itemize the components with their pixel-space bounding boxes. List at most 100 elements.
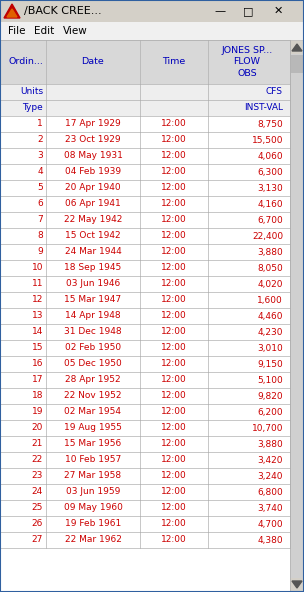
Bar [0,228,290,244]
Text: 12:00: 12:00 [161,343,187,352]
Text: 19 Feb 1961: 19 Feb 1961 [65,520,121,529]
Text: 12:00: 12:00 [161,391,187,401]
Text: 3,740: 3,740 [257,504,283,513]
Text: Edit: Edit [34,26,54,36]
Text: 27: 27 [32,536,43,545]
Text: 1: 1 [37,120,43,128]
Bar [0,420,290,436]
Text: INST-VAL: INST-VAL [244,104,283,112]
Text: CFS: CFS [266,88,283,96]
Text: 2: 2 [37,136,43,144]
Text: 27 Mar 1958: 27 Mar 1958 [64,471,122,481]
Text: 8: 8 [37,231,43,240]
Text: 6,200: 6,200 [257,407,283,417]
Text: 12:00: 12:00 [161,407,187,417]
Bar [0,452,290,468]
Text: 12:00: 12:00 [161,423,187,433]
Text: 04 Feb 1939: 04 Feb 1939 [65,168,121,176]
Bar [0,132,290,148]
Text: 03 Jun 1959: 03 Jun 1959 [66,487,120,497]
Text: 8,750: 8,750 [257,120,283,128]
Text: 24 Mar 1944: 24 Mar 1944 [65,247,121,256]
Text: 06 Apr 1941: 06 Apr 1941 [65,200,121,208]
Text: 24: 24 [32,487,43,497]
Text: 12:00: 12:00 [161,536,187,545]
Text: 12:00: 12:00 [161,200,187,208]
Text: 10 Feb 1957: 10 Feb 1957 [65,455,121,465]
Text: 12:00: 12:00 [161,231,187,240]
Bar [0,180,290,196]
Text: 12:00: 12:00 [161,504,187,513]
Text: Ordin...: Ordin... [8,57,43,66]
Text: ✕: ✕ [273,6,283,16]
Text: 12:00: 12:00 [161,152,187,160]
Text: 22,400: 22,400 [252,231,283,240]
Text: 14: 14 [32,327,43,336]
Text: 9,820: 9,820 [257,391,283,401]
Bar [0,356,290,372]
Bar [290,40,304,54]
Text: JONES SP...
FLOW
OBS: JONES SP... FLOW OBS [221,46,273,78]
Bar [0,468,290,484]
Text: Time: Time [162,57,186,66]
Text: 17: 17 [32,375,43,384]
Bar [290,578,304,592]
Text: 23: 23 [32,471,43,481]
Text: 08 May 1931: 08 May 1931 [64,152,123,160]
Text: 19 Aug 1955: 19 Aug 1955 [64,423,122,433]
Text: 02 Mar 1954: 02 Mar 1954 [64,407,122,417]
Text: 13: 13 [32,311,43,320]
Polygon shape [7,9,17,17]
Text: 12:00: 12:00 [161,359,187,368]
Text: 22 Nov 1952: 22 Nov 1952 [64,391,122,401]
Text: 15 Mar 1947: 15 Mar 1947 [64,295,122,304]
Text: 5,100: 5,100 [257,375,283,384]
Text: 18 Sep 1945: 18 Sep 1945 [64,263,122,272]
Bar [0,148,290,164]
Text: 22 Mar 1962: 22 Mar 1962 [64,536,121,545]
Text: 28 Apr 1952: 28 Apr 1952 [65,375,121,384]
Text: 3,880: 3,880 [257,439,283,449]
Polygon shape [4,4,20,18]
Bar [0,404,290,420]
Bar [0,388,290,404]
Text: 3,420: 3,420 [257,455,283,465]
Bar [0,100,290,116]
Text: 4,380: 4,380 [257,536,283,545]
Text: 12: 12 [32,295,43,304]
Text: 25: 25 [32,504,43,513]
Polygon shape [292,44,302,51]
Bar [0,292,290,308]
Text: 21: 21 [32,439,43,449]
Text: 15: 15 [32,343,43,352]
Text: 12:00: 12:00 [161,487,187,497]
Text: 12:00: 12:00 [161,184,187,192]
Bar [0,22,304,40]
Bar [0,436,290,452]
Text: 12:00: 12:00 [161,520,187,529]
Text: 6,800: 6,800 [257,487,283,497]
Bar [0,84,290,100]
Text: 3,130: 3,130 [257,184,283,192]
Text: /BACK CREE...: /BACK CREE... [24,6,102,16]
Text: 26: 26 [32,520,43,529]
Bar [290,40,304,592]
Bar [0,40,290,84]
Text: 10,700: 10,700 [251,423,283,433]
Text: 8,050: 8,050 [257,263,283,272]
Bar [0,324,290,340]
Text: 9: 9 [37,247,43,256]
Text: 11: 11 [32,279,43,288]
Bar [0,372,290,388]
Text: 22: 22 [32,455,43,465]
Text: 1,600: 1,600 [257,295,283,304]
Text: 09 May 1960: 09 May 1960 [64,504,123,513]
Text: 02 Feb 1950: 02 Feb 1950 [65,343,121,352]
Text: 12:00: 12:00 [161,295,187,304]
Text: 12:00: 12:00 [161,471,187,481]
Text: 23 Oct 1929: 23 Oct 1929 [65,136,121,144]
Text: 10: 10 [32,263,43,272]
Bar [0,340,290,356]
Text: 4,020: 4,020 [257,279,283,288]
Text: 6: 6 [37,200,43,208]
